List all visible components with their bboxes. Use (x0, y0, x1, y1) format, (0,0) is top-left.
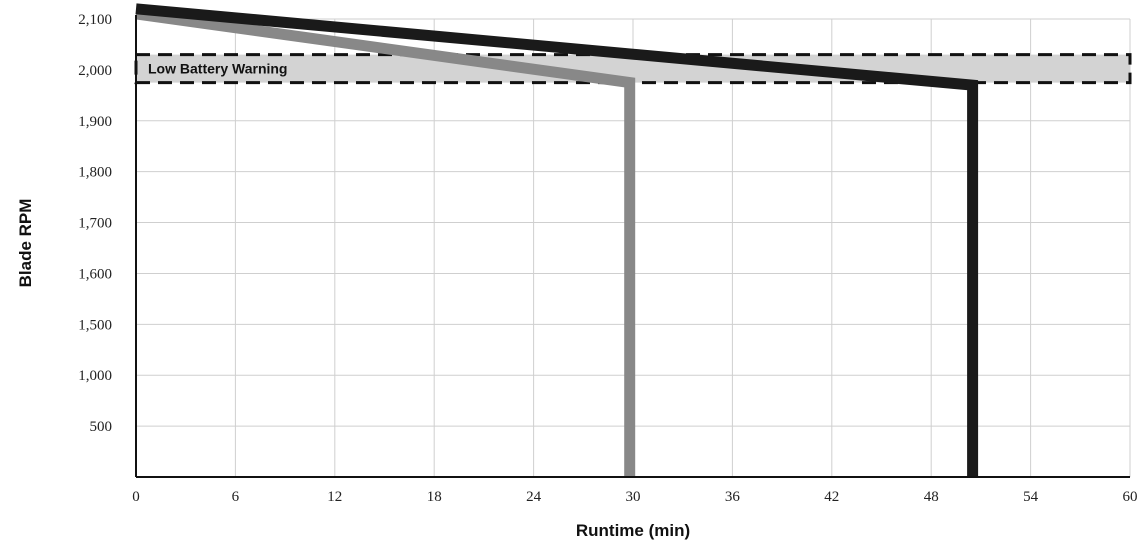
y-tick-label: 1,800 (78, 165, 112, 181)
series-lines (135, 3, 979, 477)
x-tick-label: 18 (427, 489, 442, 505)
y-tick-label: 1,900 (78, 114, 112, 130)
y-tick-labels: 500 1,000 1,500 1,600 1,700 1,800 1,900 2,000 2,… (78, 12, 112, 435)
series-line-1 (135, 8, 636, 477)
y-axis-title: Blade RPM (16, 199, 35, 288)
x-tick-label: 48 (924, 489, 939, 505)
y-tick-label: 2,100 (78, 12, 112, 28)
x-axis-title: Runtime (min) (576, 521, 690, 540)
y-tick-label: 1,000 (78, 368, 112, 384)
x-tick-label: 0 (132, 489, 140, 505)
x-tick-label: 12 (327, 489, 342, 505)
y-tick-label: 1,600 (78, 266, 112, 282)
axes (135, 15, 1130, 478)
series-line-2 (135, 3, 979, 477)
x-tick-label: 60 (1123, 489, 1138, 505)
low-battery-warning-label: Low Battery Warning (148, 61, 288, 77)
x-tick-label: 6 (232, 489, 240, 505)
x-tick-label: 30 (626, 489, 641, 505)
x-tick-labels: 0 6 12 18 24 30 36 42 48 54 60 (132, 489, 1137, 505)
y-tick-label: 1,500 (78, 317, 112, 333)
x-tick-label: 24 (526, 489, 542, 505)
x-tick-label: 54 (1023, 489, 1039, 505)
x-tick-label: 36 (725, 489, 741, 505)
y-tick-label: 1,700 (78, 216, 112, 232)
x-tick-label: 42 (824, 489, 839, 505)
y-tick-label: 2,000 (78, 63, 112, 79)
y-tick-label: 500 (90, 419, 113, 435)
